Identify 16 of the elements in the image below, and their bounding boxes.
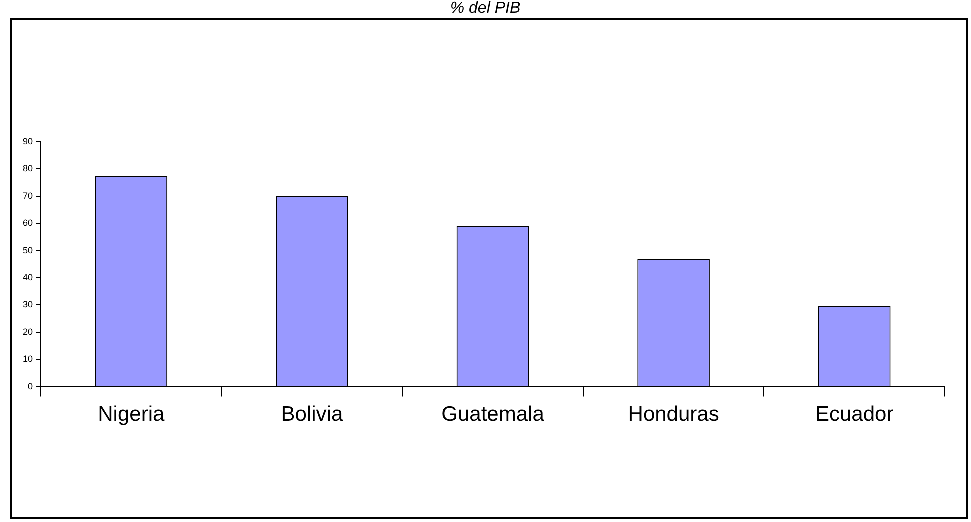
y-tick-label: 60 [22, 218, 34, 228]
y-tick-label: 0 [28, 381, 34, 392]
y-tick-label: 80 [22, 164, 34, 174]
chart-title: % del PIB [449, 0, 522, 18]
x-tick-label: Nigeria [98, 403, 165, 426]
y-tick-label: 90 [22, 136, 34, 146]
y-tick-label: 10 [22, 354, 34, 364]
x-tick-label: Ecuador [815, 403, 894, 426]
y-tick-label: 50 [22, 245, 34, 256]
x-tick-label: Honduras [628, 403, 720, 426]
y-tick-label: 20 [22, 326, 34, 337]
y-tick-label: 70 [22, 190, 34, 201]
y-tick-label: 30 [22, 300, 34, 310]
y-tick-label: 40 [22, 272, 34, 282]
x-tick-label: Bolivia [281, 403, 344, 426]
x-tick-label: Guatemala [442, 403, 545, 426]
